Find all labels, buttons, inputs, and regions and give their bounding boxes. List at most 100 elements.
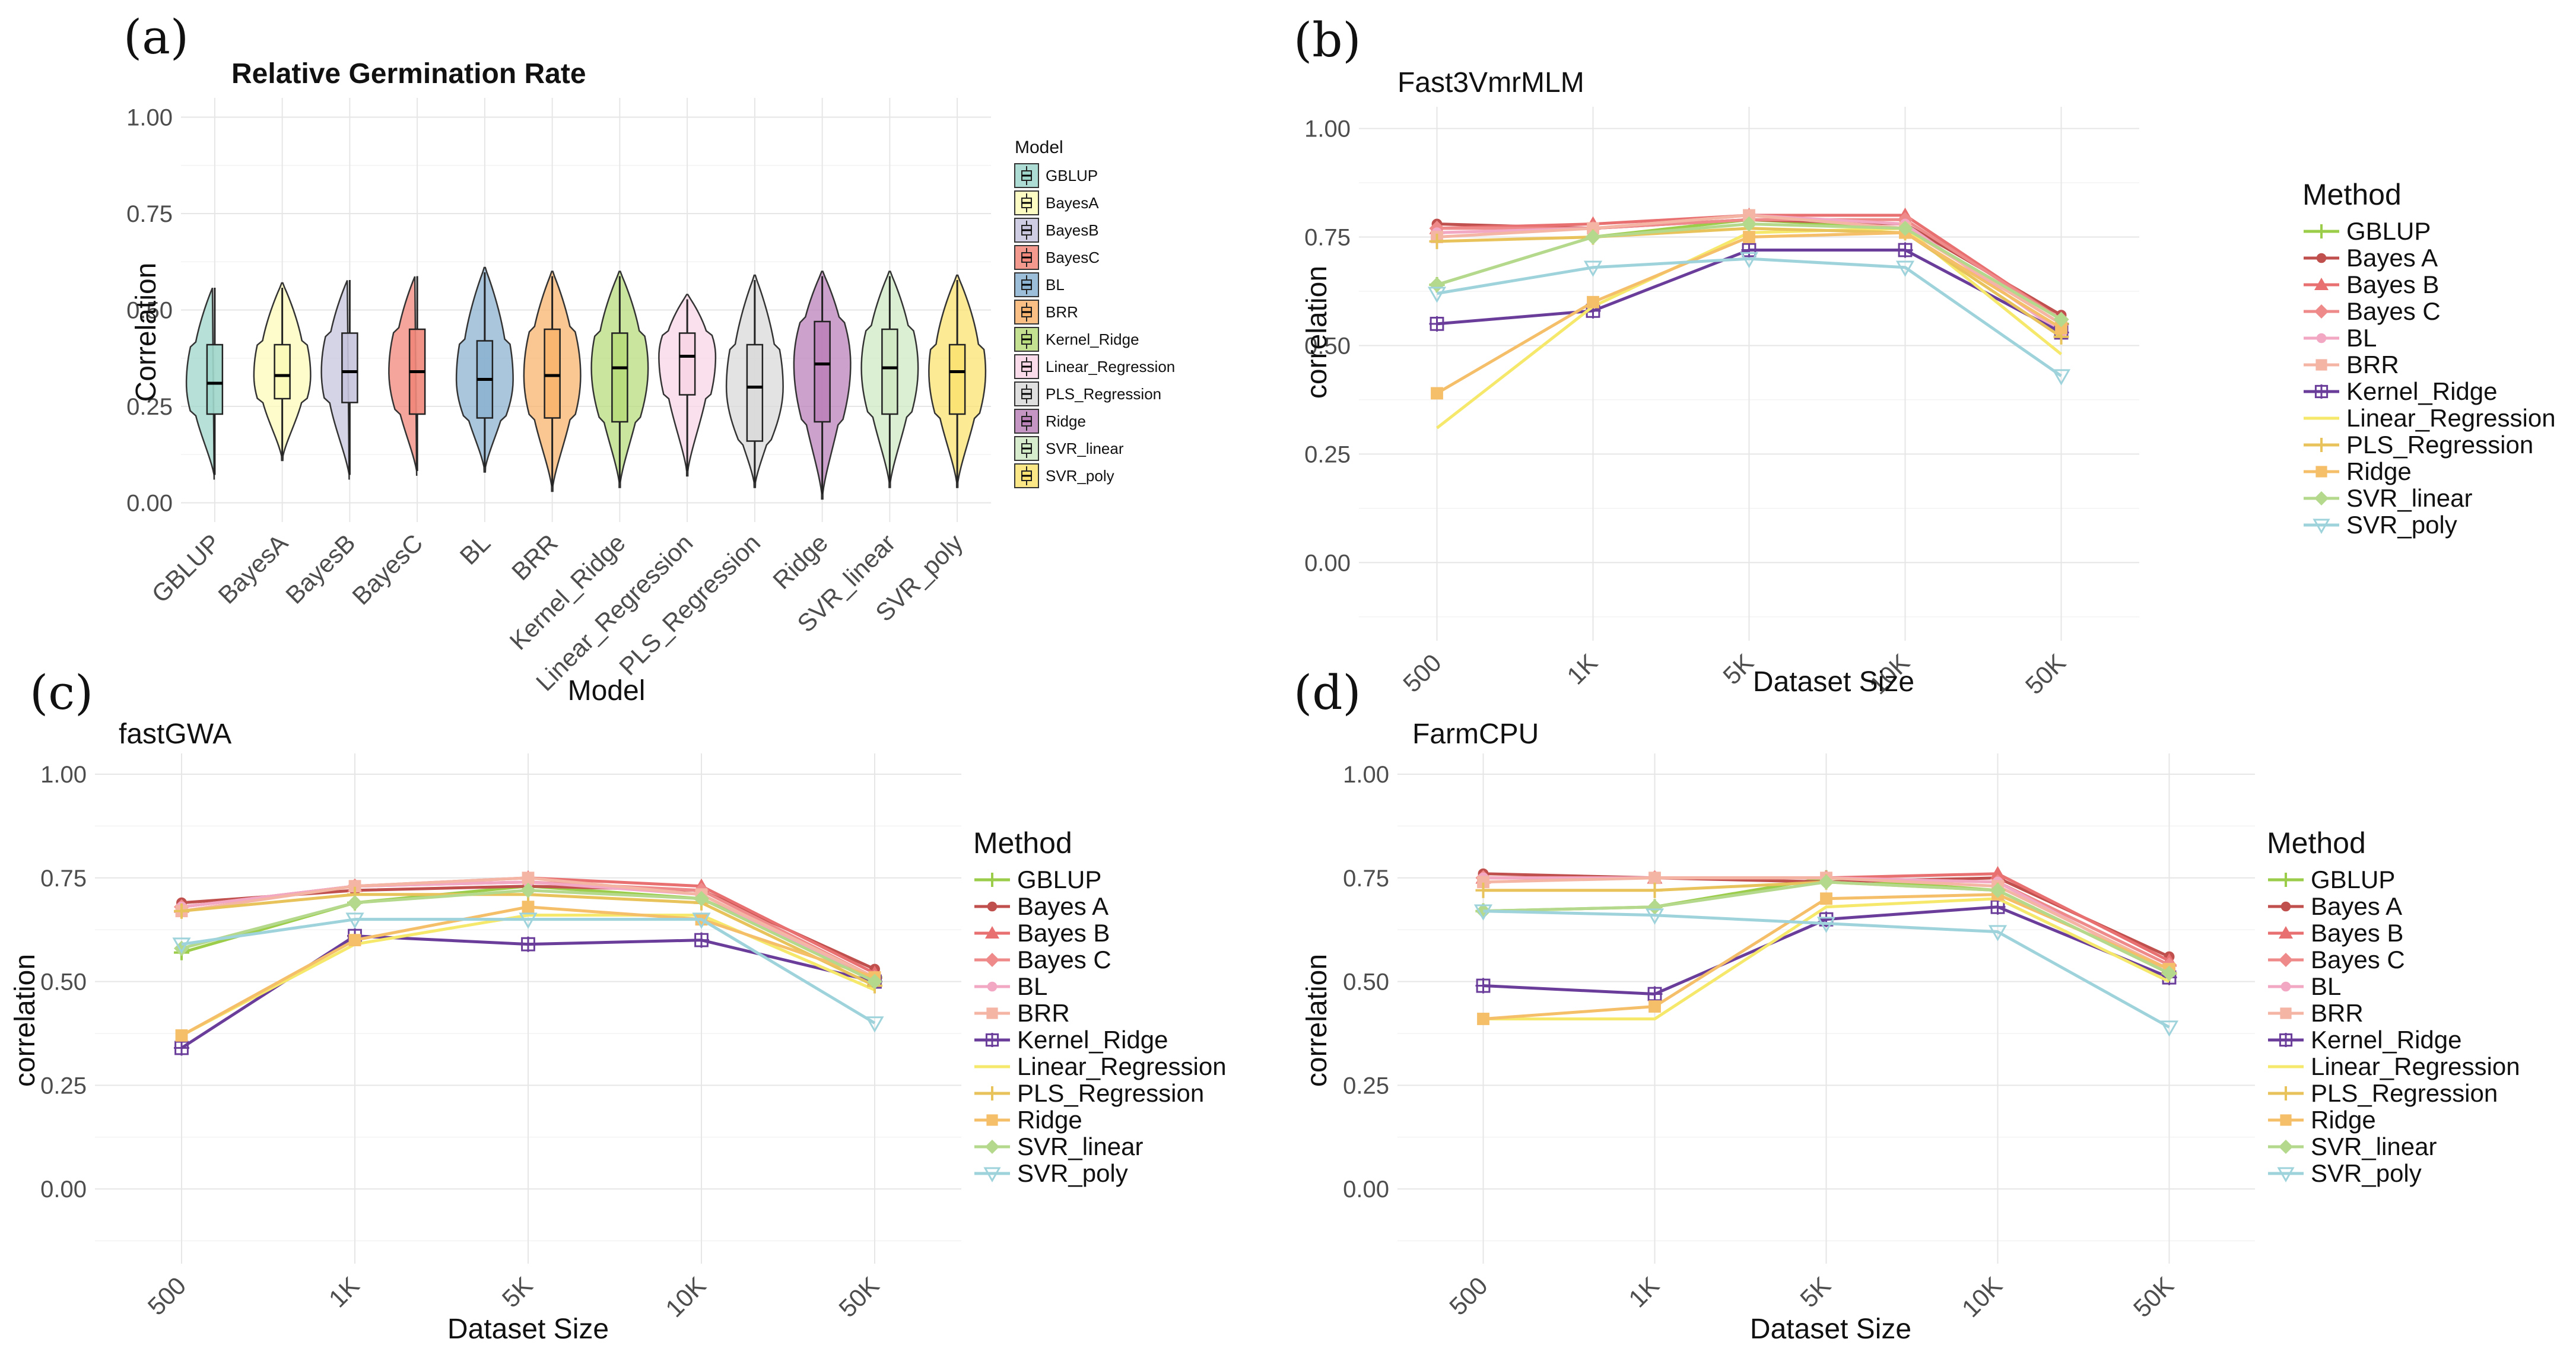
data-point-svr-poly [519, 912, 538, 929]
legend-key-marker-gblup [985, 873, 999, 887]
legend-key-marker-gblup [2279, 873, 2293, 887]
box-ridge [814, 320, 831, 423]
legend-item-label: Kernel_Ridge [1017, 1026, 1168, 1054]
data-point-svr-poly [1739, 252, 1759, 269]
x-axis-title: Dataset Size [1750, 1313, 1911, 1345]
legend-item-label: PLS_Regression [1017, 1079, 1204, 1107]
y-tick-label: 0.00 [40, 1176, 87, 1203]
legend-key-marker-bayes-a [987, 901, 998, 912]
data-point-pls-regression [1647, 882, 1663, 898]
legend-item-label: SVR_poly [2311, 1159, 2422, 1187]
data-point-svr-poly [2159, 1020, 2179, 1037]
y-tick-label: 0.50 [1343, 969, 1389, 995]
chart-title: FarmCPU [1412, 718, 1539, 750]
chart-title: Fast3VmrMLM [1397, 67, 1584, 98]
data-point-ridge [348, 934, 361, 947]
chart-title: fastGWA [119, 718, 231, 750]
data-point-svr-poly [1583, 260, 1603, 277]
legend-key-marker-brr [2280, 1007, 2292, 1019]
data-point-ridge [1648, 1000, 1661, 1013]
data-point-kernel-ridge [1429, 316, 1445, 332]
legend-item-label: BayesC [1046, 249, 1100, 266]
y-tick-label: 0.50 [40, 969, 87, 995]
data-point-brr [348, 880, 361, 893]
y-tick-label: 0.75 [1343, 866, 1389, 892]
legend-key-marker-kernel-ridge [985, 1033, 999, 1047]
y-tick-label: 0.25 [126, 394, 173, 420]
legend-title: Method [2267, 826, 2366, 860]
box-bayesb [341, 332, 358, 403]
legend-key-marker-svr-poly [983, 1167, 1001, 1183]
legend-item-label: Bayes A [2346, 244, 2438, 272]
data-point-svr-poly [1816, 917, 1836, 933]
data-point-svr-linear [1818, 874, 1834, 890]
legend-key-marker-svr-linear [2279, 1140, 2293, 1154]
box-linear-regression [678, 332, 696, 396]
legend-key-marker-ridge [2315, 466, 2327, 478]
legend-key-marker-bl [2316, 333, 2327, 343]
legend-key-marker-bayes-c [2314, 304, 2329, 319]
data-point-ridge [522, 901, 535, 914]
data-point-ridge [1477, 1013, 1489, 1025]
data-point-svr-poly [345, 912, 364, 929]
legend-key-marker-bl [987, 981, 998, 992]
data-point-brr [1477, 876, 1489, 889]
box-bayesa [274, 343, 291, 400]
data-point-ridge [1743, 231, 1755, 243]
legend-item-label: BL [2311, 972, 2341, 1000]
data-point-ridge [1820, 892, 1832, 905]
data-point-svr-poly [1895, 260, 1915, 277]
data-point-svr-poly [692, 912, 711, 929]
y-tick-label: 0.50 [1304, 333, 1351, 359]
legend-item-label: Bayes B [2311, 919, 2403, 947]
legend-item-label: SVR_linear [1017, 1133, 1143, 1160]
panel-label-c: (c) [30, 665, 93, 720]
legend-key-marker-svr-linear [985, 1140, 999, 1154]
data-point-svr-poly [1427, 287, 1447, 303]
y-tick-label: 1.00 [1343, 762, 1389, 788]
legend-item-label: Kernel_Ridge [2311, 1026, 2462, 1054]
legend-item-label: Bayes C [1017, 946, 1111, 974]
legend-item-label: GBLUP [2346, 217, 2431, 245]
series-line-svr-poly [1437, 257, 2062, 377]
data-point-pls-regression [1475, 882, 1491, 898]
y-tick-label: 0.25 [40, 1073, 87, 1099]
legend-item-label: SVR_linear [2311, 1133, 2437, 1160]
series-line-linear-regression [1483, 897, 2170, 1020]
legend-item-label: PLS_Regression [2346, 431, 2533, 459]
legend-key-marker-bayes-c [2279, 953, 2293, 967]
y-tick-label: 0.75 [40, 866, 87, 892]
legend-item-label: Kernel_Ridge [1046, 330, 1139, 348]
violin-bayesc [388, 276, 418, 476]
y-tick-label: 1.00 [126, 105, 173, 131]
violin-gblup [185, 287, 215, 480]
data-point-pls-regression [174, 903, 189, 919]
data-point-kernel-ridge [174, 1040, 189, 1056]
y-tick-label: 1.00 [40, 762, 87, 788]
legend-item-label: Linear_Regression [2311, 1052, 2520, 1080]
legend-key-marker-ridge [2280, 1114, 2292, 1126]
box-pls-regression [746, 343, 764, 442]
y-tick-label: 0.00 [1343, 1176, 1389, 1203]
y-tick-label: 0.25 [1343, 1073, 1389, 1099]
legend-key-marker-ridge [986, 1114, 998, 1126]
legend-item-label: Linear_Regression [2346, 404, 2556, 432]
data-point-brr [1648, 871, 1661, 885]
legend-key-marker-gblup [2314, 224, 2329, 238]
legend-item-label: GBLUP [1046, 167, 1098, 185]
legend-title: Model [1015, 138, 1063, 157]
data-point-pls-regression [1429, 233, 1445, 249]
legend-item-label: Bayes A [1017, 892, 1108, 920]
data-point-kernel-ridge [520, 936, 536, 952]
panel-label-a: (a) [123, 9, 189, 65]
legend-key-marker-brr [2315, 359, 2327, 371]
y-tick-label: 0.00 [1304, 550, 1351, 576]
data-point-svr-poly [865, 1016, 884, 1033]
legend-item-label: Bayes B [2346, 271, 2439, 298]
data-point-svr-linear [1429, 277, 1445, 292]
legend-item-label: Ridge [2311, 1106, 2376, 1134]
box-svr-poly [948, 343, 966, 415]
legend-item-label: SVR_linear [1046, 440, 1124, 457]
